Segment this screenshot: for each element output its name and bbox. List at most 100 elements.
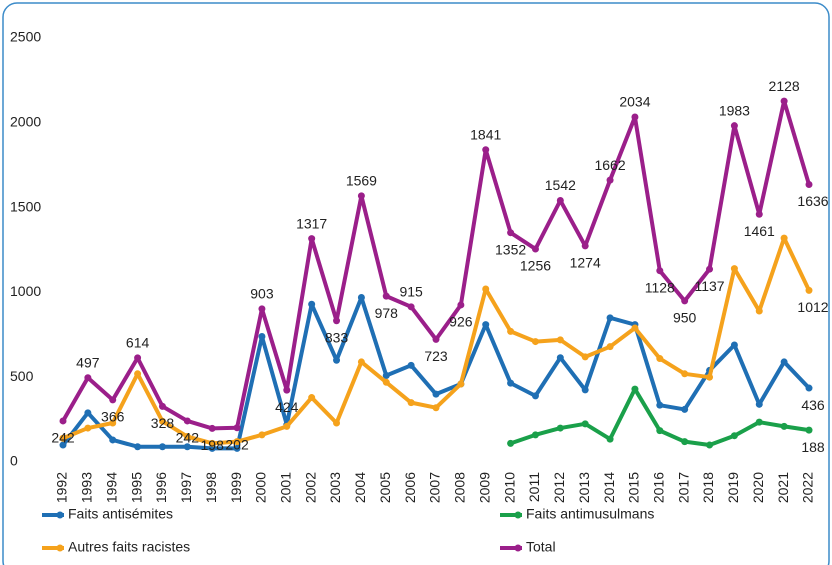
x-tick-label: 1997 — [178, 472, 194, 503]
point — [780, 358, 788, 366]
point — [631, 113, 639, 121]
x-tick-label: 1999 — [228, 472, 244, 503]
x-tick-label: 1995 — [128, 472, 144, 503]
data-label: 2128 — [769, 78, 800, 94]
point — [556, 354, 564, 362]
point — [606, 435, 614, 443]
point — [208, 444, 216, 452]
x-tick-label: 2016 — [651, 472, 667, 503]
point — [183, 417, 191, 425]
point — [581, 420, 589, 428]
point — [780, 422, 788, 430]
point — [357, 293, 365, 301]
point — [109, 436, 117, 444]
data-label: 1662 — [594, 157, 625, 173]
y-tick-label: 1500 — [10, 198, 41, 214]
point — [333, 356, 341, 364]
point — [357, 192, 365, 200]
point — [432, 404, 440, 412]
point — [531, 431, 539, 439]
data-label: 1542 — [545, 177, 576, 193]
point — [432, 390, 440, 398]
point — [507, 439, 515, 447]
x-tick-label: 2005 — [377, 472, 393, 503]
x-tick-label: 2017 — [675, 472, 691, 503]
point — [805, 181, 813, 189]
point — [755, 418, 763, 426]
data-label: 366 — [101, 409, 125, 425]
point — [432, 335, 440, 343]
data-label: 188 — [801, 439, 825, 455]
point — [730, 122, 738, 130]
point — [631, 385, 639, 393]
point — [730, 432, 738, 440]
point — [208, 424, 216, 432]
point — [805, 426, 813, 434]
point — [457, 301, 465, 309]
point — [656, 401, 664, 409]
point — [656, 355, 664, 363]
point — [581, 386, 589, 394]
point — [183, 433, 191, 441]
point — [407, 303, 415, 311]
point — [681, 405, 689, 413]
point — [581, 242, 589, 250]
data-label: 1274 — [570, 255, 601, 271]
point — [556, 424, 564, 432]
legend-marker — [514, 544, 522, 552]
point — [755, 210, 763, 218]
legend-marker — [514, 511, 522, 519]
x-tick-label: 1993 — [79, 472, 95, 503]
data-label: 1317 — [296, 215, 327, 231]
point — [158, 443, 166, 451]
data-label: 1128 — [645, 279, 675, 295]
point — [158, 402, 166, 410]
point — [158, 417, 166, 425]
point — [706, 373, 714, 381]
data-label: 497 — [76, 354, 100, 370]
data-label: 1841 — [470, 126, 501, 142]
x-tick-label: 2014 — [601, 472, 617, 503]
y-tick-label: 0 — [10, 453, 18, 469]
point — [258, 431, 266, 439]
x-tick-label: 2010 — [501, 472, 517, 503]
data-label: 950 — [673, 310, 697, 326]
data-label: 978 — [375, 305, 399, 321]
point — [482, 146, 490, 154]
x-tick-label: 2000 — [253, 472, 269, 503]
point — [134, 443, 142, 451]
data-label: 242 — [51, 430, 75, 446]
data-label: 202 — [225, 436, 249, 452]
x-tick-label: 2019 — [725, 472, 741, 503]
point — [233, 444, 241, 452]
y-tick-label: 500 — [10, 368, 34, 384]
legend-marker — [56, 544, 64, 552]
point — [656, 267, 664, 275]
point — [283, 422, 291, 430]
point — [84, 409, 92, 417]
point — [283, 386, 291, 394]
point — [805, 286, 813, 294]
point — [656, 427, 664, 435]
point — [755, 400, 763, 408]
x-tick-label: 1998 — [203, 472, 219, 503]
data-label: 1983 — [719, 102, 750, 118]
point — [382, 378, 390, 386]
point — [706, 441, 714, 449]
point — [457, 380, 465, 388]
x-tick-label: 2012 — [551, 472, 567, 503]
point — [208, 439, 216, 447]
point — [183, 443, 191, 451]
point — [482, 285, 490, 293]
x-tick-label: 2011 — [526, 472, 542, 502]
point — [755, 307, 763, 315]
data-label: 903 — [250, 286, 274, 302]
point — [84, 424, 92, 432]
point — [233, 438, 241, 446]
point — [482, 321, 490, 329]
data-label: 436 — [801, 397, 825, 413]
series-line — [61, 99, 811, 431]
data-label: 614 — [126, 335, 150, 351]
point — [382, 372, 390, 380]
